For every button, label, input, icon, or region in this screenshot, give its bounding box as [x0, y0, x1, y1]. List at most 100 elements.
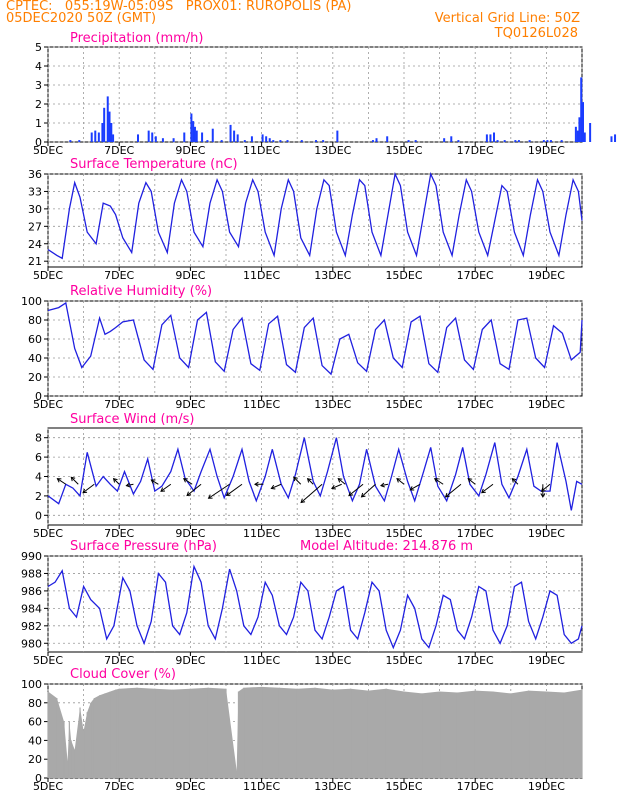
- wind-vector: [337, 478, 346, 485]
- precip-bar: [101, 123, 104, 142]
- precip-bar: [580, 77, 583, 142]
- precip-bar: [108, 111, 111, 142]
- precip-bar: [137, 134, 139, 142]
- cloud-bar: [99, 695, 101, 778]
- wind-vector: [271, 483, 282, 489]
- precip-bar: [220, 140, 223, 142]
- precip-bar: [336, 130, 339, 142]
- rh-xtick-label: 15DEC: [385, 398, 422, 411]
- wind-vector: [113, 478, 120, 485]
- precip-bar: [211, 128, 214, 142]
- rh-xtick-label: 5DEC: [33, 398, 63, 411]
- press-ytick-label: 986: [21, 585, 42, 598]
- press-xtick-label: 11DEC: [243, 654, 280, 667]
- wind-xtick-label: 7DEC: [104, 527, 134, 540]
- cloud-bar: [314, 687, 316, 778]
- wind-vector: [481, 483, 494, 494]
- precip-bar: [183, 132, 186, 142]
- precip-xtick-label: 11DEC: [243, 144, 280, 157]
- wind-vector: [467, 478, 476, 485]
- wind-vector: [186, 483, 202, 496]
- wind-ytick-label: 0: [35, 509, 42, 522]
- wind-ytick-label: 4: [35, 471, 42, 484]
- precip-bar: [576, 130, 579, 142]
- wind-vector: [409, 483, 421, 491]
- temp-xtick-label: 15DEC: [385, 269, 422, 282]
- wind-vector-head: [380, 482, 385, 488]
- temp-xtick-label: 5DEC: [33, 269, 63, 282]
- cloud-bar: [367, 690, 369, 778]
- wind-vector: [70, 476, 79, 485]
- precip-bar: [94, 130, 97, 142]
- wind-vector-head: [225, 491, 231, 497]
- wind-vector-head: [540, 493, 546, 498]
- header-line-location: CPTEC: 055:19W-05:09S PROX01: RUROPOLIS …: [6, 0, 352, 14]
- cloud-bar: [403, 691, 405, 778]
- wind-xtick-label: 9DEC: [175, 527, 205, 540]
- wind-vector-head: [186, 491, 192, 497]
- precip-bar: [261, 134, 264, 142]
- cloud-xtick-label: 13DEC: [314, 780, 351, 793]
- temp-ytick-label: 21: [28, 255, 42, 268]
- press-xtick-label: 5DEC: [33, 654, 63, 667]
- precip-bar: [371, 140, 374, 142]
- panel-pressure: Surface Pressure (hPa) Model Altitude: 2…: [21, 539, 583, 667]
- rh-ytick-label: 100: [21, 295, 42, 308]
- cloud-bar: [545, 691, 547, 778]
- precip-bar: [265, 136, 268, 142]
- rh-ytick-label: 80: [28, 314, 42, 327]
- wind-vector: [331, 483, 342, 489]
- cloud-bar: [74, 749, 76, 778]
- cloud-xtick-label: 11DEC: [243, 780, 280, 793]
- precip-bar: [578, 117, 581, 142]
- temp-ytick-label: 33: [28, 185, 42, 198]
- wind-xtick-label: 17DEC: [457, 527, 494, 540]
- press-title: Surface Pressure (hPa): [70, 539, 217, 554]
- cloud-bar: [528, 690, 530, 778]
- cloud-bar: [93, 698, 95, 778]
- wind-vector: [434, 478, 444, 485]
- press-line: [47, 564, 583, 650]
- precip-xtick-label: 5DEC: [33, 144, 63, 157]
- panel-humidity: Relative Humidity (%) 0 20 40 60 80 100 5DEC 7D…: [21, 284, 583, 411]
- precip-bar: [542, 140, 545, 142]
- precip-bar: [560, 140, 563, 142]
- rh-xtick-label: 7DEC: [104, 398, 134, 411]
- wind-vector: [226, 483, 243, 496]
- precip-bar: [514, 140, 517, 142]
- wind-vector: [160, 483, 172, 492]
- precip-bar: [450, 136, 453, 142]
- precip-title: Precipitation (mm/h): [70, 31, 203, 46]
- cloud-bar: [439, 691, 441, 778]
- cloud-bar: [350, 688, 352, 778]
- wind-vector-head: [160, 487, 166, 492]
- cloud-ytick-label: 100: [21, 678, 42, 691]
- precip-xtick-label: 17DEC: [457, 144, 494, 157]
- precip-bar: [195, 130, 198, 142]
- precip-bar: [546, 140, 549, 142]
- wind-vector: [348, 483, 364, 496]
- rh-ytick-label: 60: [28, 333, 42, 346]
- cloud-bar: [63, 721, 65, 778]
- cloud-bar: [109, 691, 111, 778]
- wind-vector: [307, 478, 314, 485]
- precip-xtick-label: 9DEC: [175, 144, 205, 157]
- precip-bar: [414, 140, 417, 142]
- precip-ytick-label: 0: [35, 136, 42, 149]
- temp-xtick-label: 19DEC: [528, 269, 565, 282]
- precip-bar: [549, 140, 552, 142]
- wind-xtick-label: 13DEC: [314, 527, 351, 540]
- wind-vector-head: [481, 488, 486, 494]
- cloud-bar: [115, 689, 117, 778]
- precip-bar: [375, 138, 378, 142]
- wind-xtick-label: 5DEC: [33, 527, 63, 540]
- precip-ytick-label: 4: [35, 60, 42, 73]
- wind-vector: [511, 478, 519, 485]
- temp-ytick-label: 30: [28, 203, 42, 216]
- cloud-ytick-label: 0: [35, 772, 42, 785]
- wind-vector-head: [112, 477, 118, 483]
- temp-xtick-label: 11DEC: [243, 269, 280, 282]
- precip-bar: [386, 136, 389, 142]
- precip-bar: [206, 140, 209, 142]
- precip-ytick-label: 3: [35, 79, 42, 92]
